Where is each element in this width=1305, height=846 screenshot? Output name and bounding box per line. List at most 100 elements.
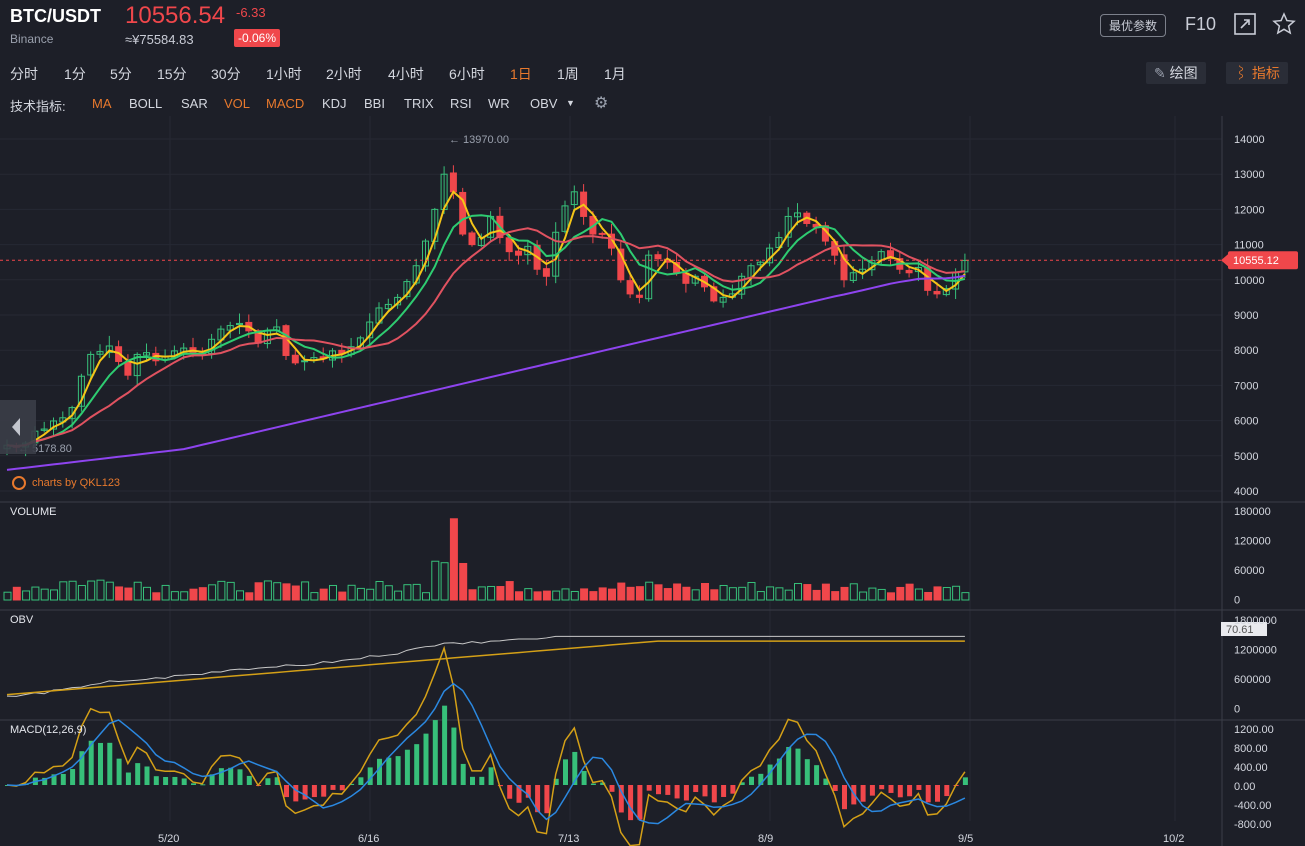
- volume-bar: [933, 586, 942, 601]
- macd-histogram-bar: [907, 785, 913, 797]
- tf-1w[interactable]: 1周: [557, 66, 579, 82]
- macd-histogram-bar: [423, 733, 429, 785]
- candle-body: [840, 254, 848, 281]
- caret-down-icon[interactable]: ▼: [566, 98, 575, 108]
- ind-macd[interactable]: MACD: [266, 96, 305, 111]
- price-tick: 11000: [1234, 240, 1264, 252]
- ind-wr[interactable]: WR: [488, 96, 510, 111]
- volume-bar: [198, 587, 207, 601]
- volume-bar: [143, 586, 151, 601]
- tf-2h[interactable]: 2小时: [326, 66, 362, 82]
- macd-histogram-bar: [330, 785, 336, 790]
- volume-bar: [924, 591, 933, 601]
- tf-5min[interactable]: 5分: [110, 66, 132, 82]
- tf-1mo[interactable]: 1月: [604, 66, 626, 82]
- volume-bar: [263, 580, 272, 601]
- candle-body: [505, 237, 513, 253]
- tf-30min[interactable]: 30分: [211, 66, 241, 82]
- ind-obv[interactable]: OBV: [530, 96, 558, 111]
- candle-body: [105, 345, 113, 354]
- date-tick: 8/9: [758, 833, 773, 845]
- draw-tool-button[interactable]: ✎ 绘图: [1146, 62, 1206, 84]
- macd-histogram-bar: [181, 778, 187, 785]
- ind-trix[interactable]: TRIX: [404, 96, 434, 111]
- volume-tick: 180000: [1234, 506, 1271, 518]
- macd-histogram-bar: [442, 705, 448, 785]
- high-marker: ← 13970.00: [449, 134, 509, 146]
- ind-ma[interactable]: MA: [92, 96, 112, 111]
- macd-tick: 1200.00: [1234, 724, 1274, 736]
- macd-histogram-bar: [209, 774, 215, 785]
- chart-canvas[interactable]: 70.61 14000 13000 12000 11000 10000 9000 8000 7…: [0, 116, 1305, 846]
- expand-icon[interactable]: [1233, 12, 1257, 36]
- f10-button[interactable]: F10: [1185, 14, 1217, 34]
- macd-histogram-bar: [842, 785, 847, 810]
- volume-bar: [952, 585, 961, 601]
- ind-kdj[interactable]: KDJ: [322, 96, 347, 111]
- ind-rsi[interactable]: RSI: [450, 96, 472, 111]
- macd-histogram-bar: [869, 785, 875, 796]
- chart-line-icon: ⌇: [1234, 65, 1252, 81]
- indicator-button[interactable]: ⌇ 指标: [1226, 62, 1288, 84]
- candle-body: [608, 233, 615, 249]
- x-axis-labels: 5/20 6/16 7/13 8/9 9/5 10/2: [158, 833, 1184, 845]
- volume-bar: [77, 584, 86, 601]
- candle-body: [933, 291, 941, 295]
- tf-1d[interactable]: 1日: [510, 66, 532, 82]
- candle-body: [40, 428, 48, 431]
- macd-histogram-bar: [358, 777, 364, 785]
- ind-boll[interactable]: BOLL: [129, 96, 163, 111]
- volume-bar: [682, 586, 691, 601]
- best-params-button[interactable]: 最优参数: [1100, 14, 1167, 37]
- volume-bar: [775, 587, 784, 601]
- volume-bar: [496, 586, 505, 601]
- volume-bar: [570, 590, 579, 601]
- volume-bar: [440, 562, 449, 601]
- price-tick: 8000: [1234, 345, 1258, 357]
- date-tick: 7/13: [558, 833, 579, 845]
- star-icon[interactable]: [1272, 12, 1296, 36]
- macd-histogram-bar: [879, 785, 885, 790]
- price-tag-arrow: [1221, 254, 1228, 267]
- volume-bar: [719, 584, 728, 601]
- ind-vol[interactable]: VOL: [224, 96, 251, 111]
- candle-body: [626, 280, 634, 295]
- macd-tick: 400.00: [1234, 762, 1268, 774]
- candle-body: [291, 354, 299, 364]
- macd-dif-line: [6, 645, 966, 846]
- tf-15min[interactable]: 15分: [157, 66, 187, 82]
- macd-histogram-bar: [609, 785, 615, 792]
- tf-fenshi[interactable]: 分时: [10, 66, 38, 82]
- timeframe-bar: 分时 1分 5分 15分 30分 1小时 2小时 4小时 6小时 1日 1周 1…: [0, 58, 1305, 88]
- candle-body: [384, 303, 392, 310]
- tf-1min[interactable]: 1分: [64, 66, 86, 82]
- macd-histogram-bar: [125, 772, 131, 785]
- ind-bbi[interactable]: BBI: [364, 96, 385, 111]
- volume-bar: [468, 589, 477, 601]
- macd-histogram-bar: [321, 785, 327, 797]
- volume-bar: [812, 589, 821, 601]
- volume-bar: [384, 585, 393, 601]
- volume-bar: [347, 584, 356, 601]
- macd-histogram-bar: [702, 785, 708, 797]
- macd-histogram-bar: [228, 767, 234, 785]
- macd-histogram-bar: [414, 744, 420, 785]
- gear-icon[interactable]: ⚙: [594, 95, 609, 112]
- volume-bar: [887, 592, 895, 601]
- ind-sar[interactable]: SAR: [181, 96, 208, 111]
- grid-lines: [0, 116, 1222, 821]
- tf-1h[interactable]: 1小时: [266, 66, 302, 82]
- macd-histogram-bar: [107, 742, 113, 785]
- macd-histogram-bar: [563, 759, 568, 785]
- volume-bar: [310, 592, 319, 601]
- current-price-tag: 10555.12: [1233, 255, 1279, 267]
- macd-histogram-bar: [739, 782, 745, 785]
- tf-4h[interactable]: 4小时: [388, 66, 424, 82]
- volume-bar: [68, 580, 77, 601]
- scroll-left-button[interactable]: [0, 400, 36, 454]
- macd-histogram-bar: [51, 774, 57, 785]
- price-change: -6.33: [236, 5, 266, 20]
- volume-bar: [803, 584, 812, 601]
- date-tick: 5/20: [158, 833, 179, 845]
- tf-6h[interactable]: 6小时: [449, 66, 485, 82]
